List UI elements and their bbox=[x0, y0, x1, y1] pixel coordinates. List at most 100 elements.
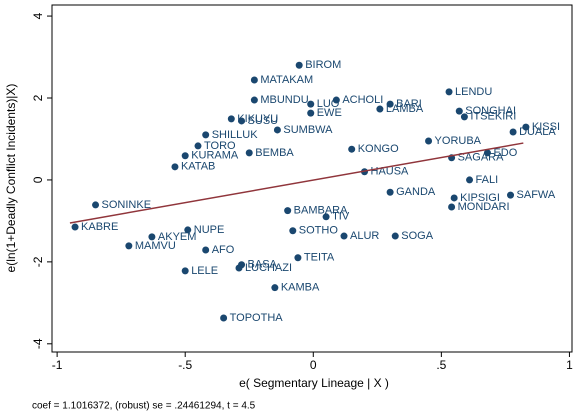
point-label: LUCHAZI bbox=[245, 262, 292, 274]
point bbox=[450, 194, 458, 202]
point-label: SONINKE bbox=[102, 199, 152, 211]
point-label: SUSU bbox=[248, 115, 279, 127]
point-label: BIROM bbox=[305, 59, 341, 71]
point bbox=[250, 76, 258, 84]
y-tick-label: 0 bbox=[31, 176, 45, 183]
x-tick-label: -.5 bbox=[178, 358, 192, 372]
x-tick-label: -1 bbox=[52, 358, 63, 372]
point bbox=[455, 107, 463, 115]
point-label: EWE bbox=[317, 107, 342, 119]
point bbox=[181, 152, 189, 160]
point bbox=[271, 284, 279, 292]
point bbox=[507, 191, 515, 199]
point bbox=[220, 314, 228, 322]
point-label: BASA bbox=[248, 259, 278, 271]
point bbox=[483, 149, 491, 157]
point bbox=[227, 115, 235, 123]
point-label: ITSEKIRI bbox=[470, 111, 516, 123]
point bbox=[171, 163, 179, 171]
point-label: MBUNDU bbox=[260, 94, 308, 106]
point bbox=[238, 117, 246, 125]
point bbox=[92, 201, 100, 209]
point-label: SAFWA bbox=[517, 189, 556, 201]
y-tick-label: -2 bbox=[31, 256, 45, 267]
point bbox=[522, 123, 530, 131]
point bbox=[391, 232, 399, 240]
point bbox=[386, 100, 394, 108]
point-label: ALUR bbox=[350, 230, 379, 242]
point bbox=[425, 137, 433, 145]
point-label: SUMBWA bbox=[283, 124, 333, 136]
point bbox=[348, 145, 356, 153]
point bbox=[307, 109, 315, 117]
point-label: ACHOLI bbox=[342, 94, 383, 106]
y-axis-label: e(ln(1+Deadly Conflict Incidents)|X) bbox=[4, 84, 18, 273]
point-label: MAMVU bbox=[135, 240, 176, 252]
point-label: BAMBARA bbox=[294, 205, 348, 217]
point-label: SOTHO bbox=[299, 225, 339, 237]
point-label: LUO bbox=[317, 98, 340, 110]
point bbox=[245, 149, 253, 157]
point-label: MATAKAM bbox=[260, 74, 313, 86]
point bbox=[376, 105, 384, 113]
x-tick-label: 0 bbox=[310, 358, 317, 372]
point-label: SOGA bbox=[401, 230, 433, 242]
point-label: SONGHAI bbox=[465, 105, 516, 117]
point-label: GANDA bbox=[396, 186, 436, 198]
point-label: LELE bbox=[191, 265, 218, 277]
point bbox=[295, 61, 303, 69]
point-label: KIKUYU bbox=[237, 113, 278, 125]
point bbox=[445, 88, 453, 96]
point-label: YORUBA bbox=[435, 135, 482, 147]
y-tick-label: -4 bbox=[31, 338, 45, 349]
x-axis-label: e( Segmentary Lineage | X ) bbox=[239, 376, 389, 390]
point bbox=[386, 188, 394, 196]
note: coef = 1.1016372, (robust) se = .2446129… bbox=[32, 401, 256, 412]
point-label: KABRE bbox=[81, 221, 118, 233]
point bbox=[284, 207, 292, 215]
point-label: BARI bbox=[396, 98, 422, 110]
point bbox=[273, 126, 281, 134]
point bbox=[250, 96, 258, 104]
point-label: KATAB bbox=[181, 161, 215, 173]
point-label: LAMBA bbox=[386, 103, 424, 115]
point bbox=[332, 96, 340, 104]
point bbox=[460, 113, 468, 121]
point-label: EDO bbox=[493, 147, 517, 159]
x-tick-label: .5 bbox=[436, 358, 446, 372]
point-label: TIV bbox=[332, 211, 350, 223]
point-label: TORO bbox=[204, 140, 236, 152]
point-label: NUPE bbox=[194, 224, 225, 236]
point bbox=[294, 254, 302, 262]
point bbox=[466, 176, 474, 184]
point bbox=[148, 233, 156, 241]
point-label: AKYEM bbox=[158, 231, 197, 243]
point bbox=[509, 128, 517, 136]
point bbox=[322, 213, 330, 221]
point-label: KAMBA bbox=[281, 282, 320, 294]
x-tick-label: 1 bbox=[566, 358, 573, 372]
point-label: KONGO bbox=[358, 143, 399, 155]
fit-line bbox=[69, 142, 524, 224]
point bbox=[307, 100, 315, 108]
plot-frame bbox=[51, 4, 573, 353]
point-label: HAUSA bbox=[371, 166, 410, 178]
point-label: LENDU bbox=[455, 86, 492, 98]
point-label: KURAMA bbox=[191, 150, 239, 162]
point-label: TOPOTHA bbox=[230, 312, 284, 324]
point-label: DUALA bbox=[519, 126, 556, 138]
point bbox=[235, 264, 243, 272]
point-label: SAGARA bbox=[458, 152, 505, 164]
point-label: AFO bbox=[212, 244, 235, 256]
point-label: BEMBA bbox=[255, 147, 294, 159]
y-tick-label: 4 bbox=[31, 12, 45, 19]
point bbox=[448, 203, 456, 211]
point bbox=[194, 142, 202, 150]
point-label: TEITA bbox=[304, 252, 335, 264]
point bbox=[71, 223, 79, 231]
point-label: SHILLUK bbox=[212, 129, 259, 141]
point-label: MONDARI bbox=[458, 201, 510, 213]
point bbox=[181, 267, 189, 275]
point bbox=[202, 131, 210, 139]
